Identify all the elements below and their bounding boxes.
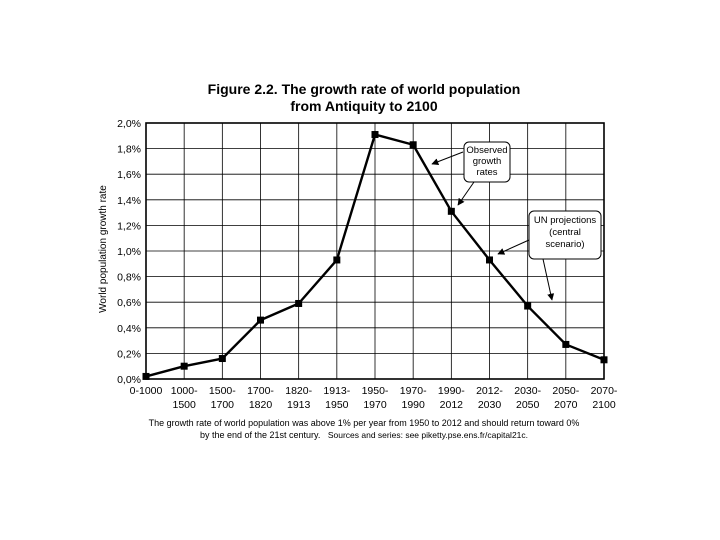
x-tick-label: 0-1000 [130, 385, 163, 397]
data-point [142, 372, 150, 380]
annotation-observed-line3: rates [476, 167, 497, 178]
data-point [562, 340, 570, 348]
x-tick-label: 1500- [209, 385, 236, 397]
y-tick-label: 0,6% [117, 297, 141, 309]
y-tick-label: 0,4% [117, 323, 141, 335]
data-point [333, 256, 341, 264]
y-tick-label: 1,4% [117, 195, 141, 207]
arrow-observed-2 [457, 181, 475, 206]
annotation-observed: Observed growth rates [431, 141, 511, 206]
data-point [524, 302, 532, 310]
data-point [180, 362, 188, 370]
x-tick-label: 1820- [285, 385, 312, 397]
x-tick-labels: 0-1000 1000- 1500 1500- 1700 1700- 1820 1820- 19… [130, 385, 618, 411]
chart-note-line2-a: by the end of the 21st century. [200, 430, 320, 440]
x-tick-label: 1913- [323, 385, 350, 397]
data-point [295, 299, 303, 307]
arrow-observed-1 [431, 151, 464, 165]
x-tick-label: 1950- [362, 385, 389, 397]
x-tick-label: 2070 [554, 399, 578, 411]
x-tick-label: 2030 [478, 399, 502, 411]
annotation-un-line1: UN projections [534, 215, 597, 226]
y-tick-label: 0,8% [117, 272, 141, 284]
chart-note-line2: by the end of the 21st century. Sources … [200, 425, 528, 442]
y-tick-label: 1,6% [117, 169, 141, 181]
x-tick-label: 1913 [287, 399, 311, 411]
x-tick-label: 1700- [247, 385, 274, 397]
y-tick-label: 1,0% [117, 246, 141, 258]
y-tick-label: 1,2% [117, 220, 141, 232]
data-point [371, 131, 379, 139]
data-point [409, 141, 417, 149]
x-tick-label: 1700 [211, 399, 235, 411]
y-axis-label: World population growth rate [98, 185, 109, 313]
y-tick-labels: 0,0% 0,2% 0,4% 0,6% 0,8% 1,0% 1,2% 1,4% 1,6% 1,8%… [117, 118, 141, 386]
x-tick-label: 2100 [592, 399, 616, 411]
annotation-un-projections: UN projections (central scenario) [497, 210, 602, 301]
x-tick-label: 1990- [438, 385, 465, 397]
x-tick-label: 1500 [172, 399, 196, 411]
series-growth-rate [142, 131, 608, 380]
chart-note-source: Sources and series: see piketty.pse.ens.… [328, 430, 528, 440]
x-tick-label: 2030- [514, 385, 541, 397]
x-tick-label: 1000- [171, 385, 198, 397]
x-tick-label: 2012 [440, 399, 464, 411]
y-tick-label: 1,8% [117, 144, 141, 156]
x-tick-label: 1820 [249, 399, 273, 411]
y-tick-label: 0,0% [117, 374, 141, 386]
arrow-un-2 [542, 258, 555, 301]
x-tick-label: 1970- [400, 385, 427, 397]
data-point [257, 316, 264, 324]
x-tick-label: 2012- [476, 385, 503, 397]
x-tick-label: 1990 [401, 399, 425, 411]
x-tick-label: 2050- [552, 385, 579, 397]
chart-title-line1: Figure 2.2. The growth rate of world pop… [208, 81, 521, 97]
y-tick-label: 2,0% [117, 118, 141, 130]
data-point [486, 256, 493, 264]
annotation-un-line2: (central [549, 227, 581, 238]
data-point [447, 207, 455, 215]
chart-title-line2: from Antiquity to 2100 [290, 98, 437, 114]
data-point [600, 356, 608, 364]
annotation-observed-line1: Observed [466, 145, 507, 156]
annotation-un-line3: scenario) [545, 239, 584, 250]
arrow-un-1 [497, 239, 530, 255]
chart-note-line1: The growth rate of world population was … [149, 418, 580, 428]
x-tick-label: 2070- [591, 385, 618, 397]
annotation-observed-line2: growth [473, 156, 502, 167]
x-tick-label: 2050 [516, 399, 540, 411]
plot-frame [145, 122, 605, 380]
data-point [218, 355, 226, 363]
x-tick-label: 1970 [363, 399, 387, 411]
x-tick-label: 1950 [325, 399, 349, 411]
y-tick-label: 0,2% [117, 348, 141, 360]
